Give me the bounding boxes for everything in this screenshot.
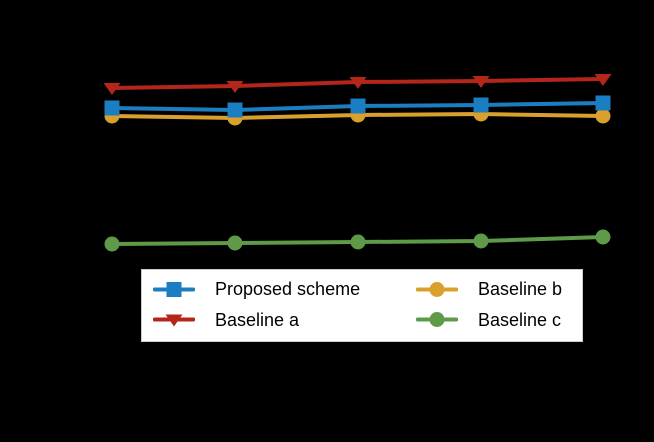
series-marker-baseline-a: [349, 77, 367, 89]
legend-label: Baseline a: [215, 309, 300, 330]
series-marker-proposed-scheme: [473, 97, 489, 113]
legend: Proposed scheme Baseline a Baseline b Ba…: [141, 269, 583, 342]
series-marker-proposed-scheme: [104, 100, 120, 116]
legend-label: Baseline c: [478, 309, 562, 330]
legend-label: Baseline b: [478, 279, 563, 300]
legend-sample-marker: [429, 281, 445, 297]
legend-entry-baseline-c: Baseline c: [416, 305, 574, 336]
legend-marker-square-icon: [153, 281, 195, 297]
series-marker-baseline-c: [473, 233, 489, 249]
legend-sample-marker: [166, 281, 182, 297]
legend-marker-circle-icon: [416, 312, 458, 328]
series-marker-baseline-a: [594, 74, 612, 86]
legend-entry-baseline-b: Baseline b: [416, 274, 574, 305]
series-marker-proposed-scheme: [595, 95, 611, 111]
legend-marker-triangle-down-icon: [153, 314, 195, 327]
legend-marker-circle-icon: [416, 281, 458, 297]
legend-entry-baseline-a: Baseline a: [153, 305, 416, 336]
series-marker-baseline-b: [595, 108, 611, 124]
series-marker-baseline-c: [595, 229, 611, 245]
series-marker-proposed-scheme: [350, 98, 366, 114]
legend-sample-marker: [429, 312, 445, 328]
series-marker-baseline-c: [227, 235, 243, 251]
legend-entry-proposed-scheme: Proposed scheme: [153, 274, 416, 305]
series-marker-baseline-a: [472, 76, 490, 88]
legend-label: Proposed scheme: [215, 279, 361, 300]
series-marker-baseline-c: [104, 236, 120, 252]
series-marker-baseline-c: [350, 234, 366, 250]
series-marker-proposed-scheme: [227, 102, 243, 118]
legend-sample-marker: [165, 314, 183, 327]
series-marker-baseline-a: [226, 81, 244, 93]
series-marker-baseline-a: [103, 83, 121, 95]
